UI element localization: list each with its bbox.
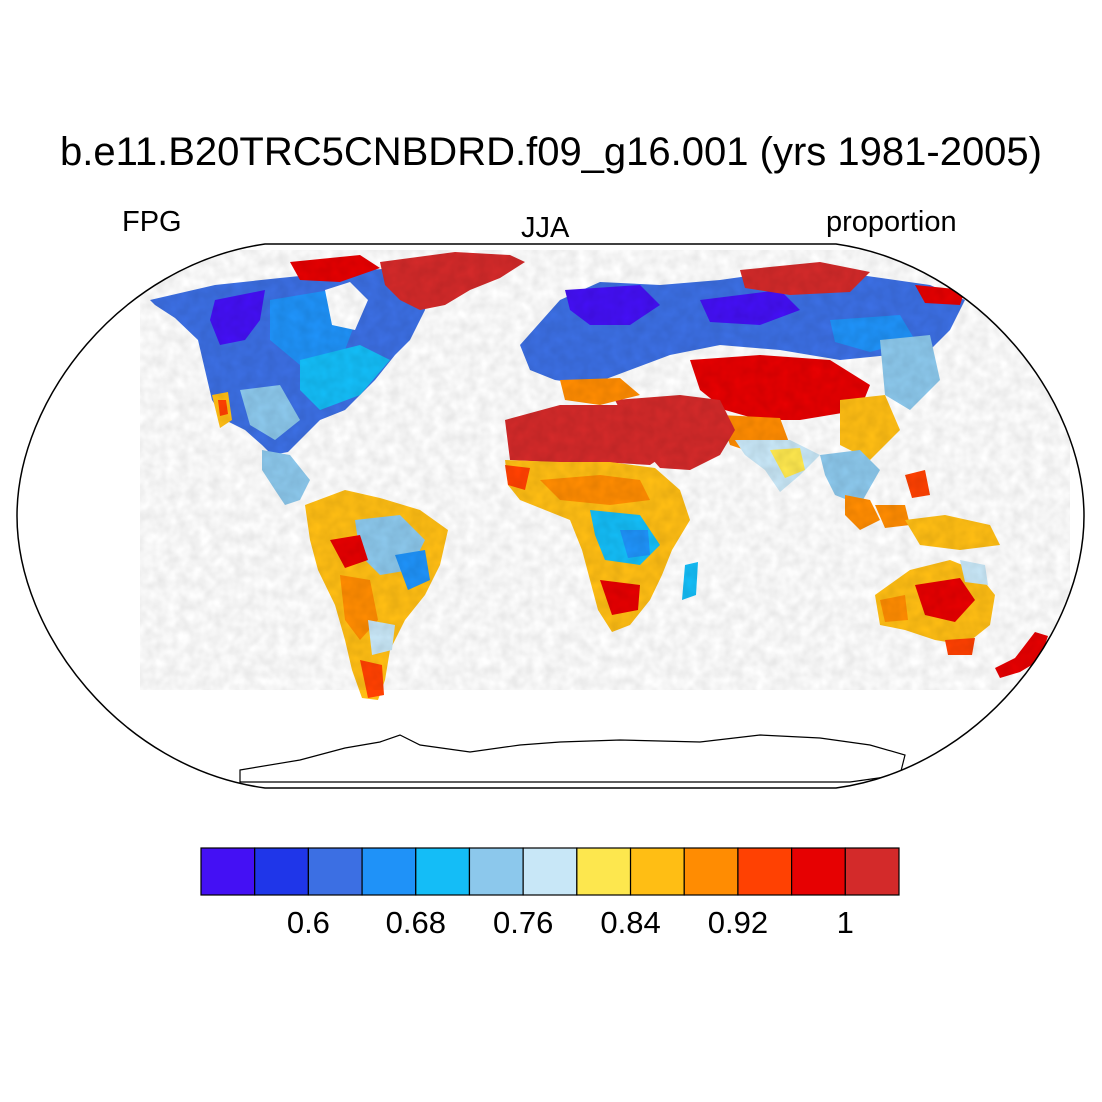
colorbar-swatch — [522, 847, 578, 896]
colorbar-swatch — [415, 847, 471, 896]
colorbar-swatch — [468, 847, 524, 896]
colorbar-tick-label: 0.68 — [386, 905, 446, 940]
units-label: proportion — [826, 206, 957, 238]
colorbar-swatch — [576, 847, 632, 896]
colorbar-swatch — [254, 847, 309, 896]
colorbar-swatch — [737, 847, 793, 896]
colorbar-swatch — [200, 847, 256, 896]
antarctica-outline — [239, 734, 906, 783]
map-title: b.e11.B20TRC5CNBDRD.f09_g16.001 (yrs 198… — [59, 130, 1042, 174]
colorbar-swatch — [361, 847, 417, 896]
globe-outline — [16, 243, 1085, 789]
colorbar-swatch — [629, 847, 685, 896]
colorbar-swatch — [844, 847, 900, 896]
colorbar-tick-label: 0.76 — [493, 905, 553, 940]
season-label: JJA — [521, 212, 570, 244]
colorbar-tick-label: 1 — [837, 905, 854, 940]
colorbar-tick-label: 0.84 — [600, 905, 660, 940]
colorbar-swatch — [307, 847, 363, 896]
colorbar-swatch — [791, 847, 846, 896]
colorbar-tick-label: 0.6 — [287, 905, 330, 940]
colorbar-swatch — [683, 847, 739, 896]
colorbar: 0.6 0.68 0.76 0.84 0.92 1 — [200, 847, 900, 940]
variable-label: FPG — [122, 206, 182, 238]
colorbar-tick-label: 0.92 — [708, 905, 768, 940]
